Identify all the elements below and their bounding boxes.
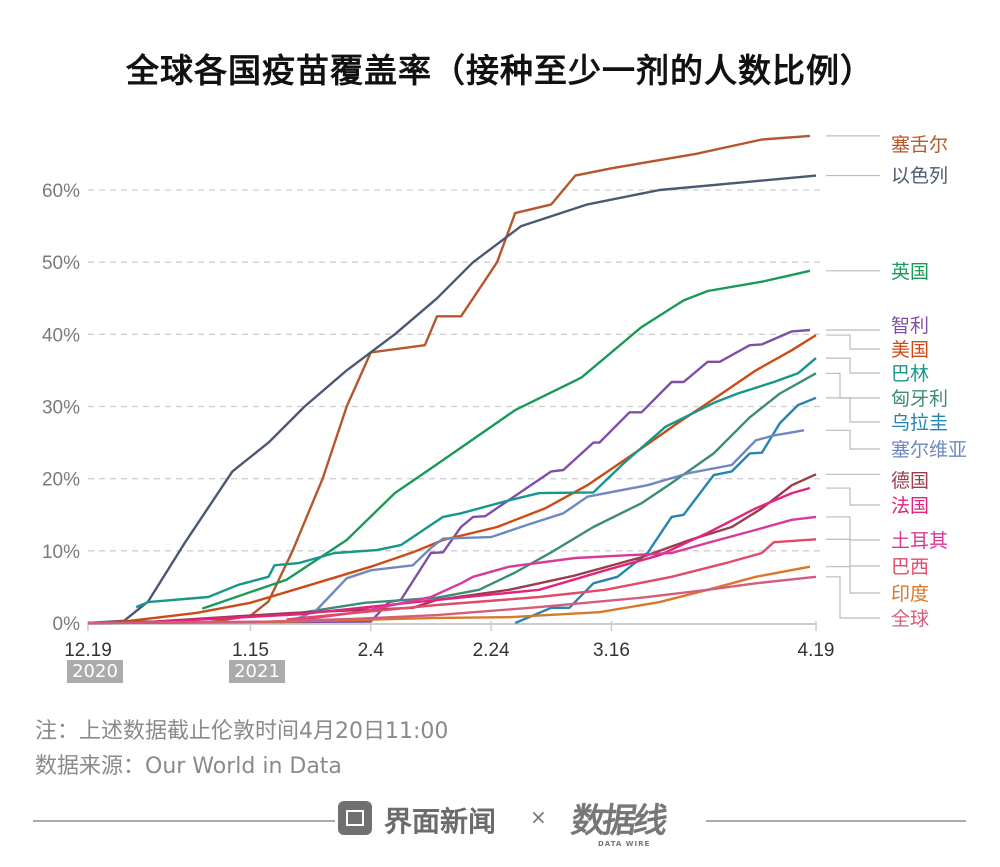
series-line-5: [135, 357, 817, 609]
x-tick-label: 4.19: [798, 640, 835, 661]
series-line-12: [286, 538, 817, 621]
series-label: 以色列: [891, 165, 948, 187]
footnote: 注：上述数据截止伦敦时间4月20日11:00: [35, 719, 449, 744]
y-tick-label: 50%: [42, 253, 80, 274]
x-tick-label: 12.19: [64, 640, 112, 661]
jiemian-logo-icon: [338, 801, 372, 835]
series-label: 塞舌尔: [891, 134, 948, 156]
leader-line: [826, 397, 880, 423]
series-label: 德国: [891, 470, 929, 492]
series-label: 巴西: [891, 556, 929, 578]
leader-line: [826, 516, 880, 541]
brand-datawire-logo: 数据线: [568, 801, 668, 841]
y-tick-label: 60%: [42, 181, 80, 202]
series-label: 匈牙利: [891, 388, 948, 410]
series-line-1: [87, 174, 817, 625]
line-chart: 0% 10% 20% 30% 40% 50% 60% 12.19 1.15 2.4 2.24 3.1…: [42, 134, 967, 661]
series-label: 乌拉圭: [891, 412, 948, 434]
series-line-11: [280, 515, 817, 624]
leader-line: [826, 334, 880, 350]
series-label: 巴林: [891, 363, 929, 385]
series-label: 全球: [891, 608, 929, 630]
series-label: 土耳其: [891, 530, 948, 552]
leader-line: [826, 576, 880, 619]
leader-line: [826, 538, 880, 567]
brand-jiemian: 界面新闻: [384, 805, 497, 838]
series-line-14: [87, 575, 817, 625]
x-tick-label: 1.15: [232, 640, 269, 661]
x-tick-label: 2.4: [358, 640, 385, 661]
series-label: 印度: [891, 583, 929, 605]
series-line-4: [87, 334, 817, 625]
series-label: 智利: [891, 315, 929, 337]
series-label: 美国: [891, 339, 929, 361]
leader-line: [826, 566, 880, 594]
y-tick-label: 20%: [42, 470, 80, 491]
year-badge-2020: 2020: [67, 660, 123, 683]
series-line-6: [286, 372, 817, 617]
series-line-8: [292, 429, 805, 622]
series-line-3: [87, 328, 811, 625]
collab-x: ×: [530, 805, 547, 829]
brand-datawire-sub: DATA WIRE: [598, 840, 651, 848]
source-note: 数据来源：Our World in Data: [35, 754, 342, 779]
series-line-0: [87, 134, 811, 625]
year-badge-2021: 2021: [229, 660, 285, 683]
footer-divider-right: [706, 820, 966, 822]
series-line-13: [256, 565, 811, 624]
y-tick-label: 0%: [53, 614, 81, 635]
series-label: 法国: [891, 495, 929, 517]
series-label: 英国: [891, 261, 929, 283]
series-line-9: [87, 473, 817, 625]
leader-line: [826, 372, 880, 399]
series-line-7: [514, 396, 817, 625]
y-tick-label: 30%: [42, 398, 80, 419]
y-tick-label: 10%: [42, 542, 80, 563]
series-line-2: [201, 269, 811, 610]
leader-line: [826, 487, 880, 506]
series-label: 塞尔维亚: [891, 439, 967, 461]
x-tick-label: 2.24: [473, 640, 510, 661]
footer-divider-left: [33, 820, 335, 822]
chart-title: 全球各国疫苗覆盖率（接种至少一剂的人数比例）: [126, 51, 874, 90]
y-tick-label: 40%: [42, 325, 80, 346]
x-tick-label: 3.16: [593, 640, 630, 661]
series-line-10: [87, 486, 811, 625]
leader-line: [826, 357, 880, 374]
leader-line: [826, 429, 880, 450]
